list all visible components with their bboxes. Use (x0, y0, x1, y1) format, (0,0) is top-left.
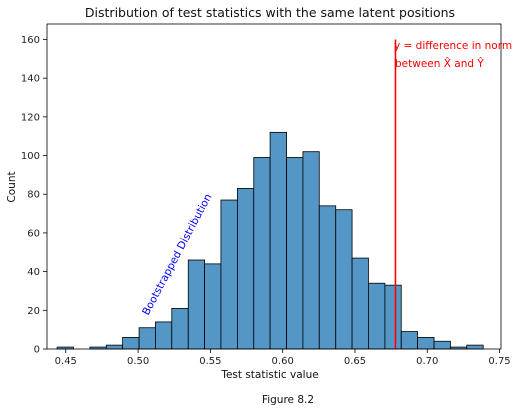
y-tick-label: 100 (21, 151, 40, 162)
histogram-bar (138, 327, 156, 350)
histogram-bar (286, 157, 304, 350)
histogram-bar (384, 284, 402, 350)
histogram-bar (318, 205, 337, 350)
histogram-bar (171, 307, 189, 350)
histogram-bar (122, 336, 140, 350)
y-tick-label: 80 (27, 190, 40, 201)
x-axis-label: Test statistic value (220, 369, 318, 381)
histogram-bar (400, 331, 418, 350)
x-tick-label: 0.70 (416, 356, 438, 367)
x-tick-label: 0.55 (199, 356, 221, 367)
histogram-bar (220, 199, 238, 350)
histogram-bar (237, 188, 255, 350)
histogram-bar (466, 344, 484, 350)
histogram-bar (269, 131, 287, 350)
y-tick-label: 120 (21, 112, 40, 123)
y-axis-label: Count (6, 171, 18, 202)
y-tick-label: 0 (34, 345, 40, 356)
histogram-bar (433, 340, 451, 350)
histogram-bar (155, 321, 173, 350)
histogram-bar (204, 263, 222, 350)
histogram-bar (351, 257, 369, 350)
x-axis-ticks: 0.45 0.50 0.55 0.60 0.65 0.70 0.75 (55, 349, 511, 367)
x-tick-label: 0.45 (55, 356, 77, 367)
y-tick-label: 40 (27, 267, 40, 278)
y-tick-label: 160 (21, 35, 40, 46)
figure-caption: Figure 8.2 (262, 394, 314, 406)
histogram-bar (417, 336, 435, 350)
y-tick-label: 140 (21, 74, 40, 85)
y-axis-ticks: 0 20 40 60 80 100 120 140 160 (21, 35, 47, 356)
histogram-bar (335, 209, 353, 350)
reference-line-label-line2: between X̂ and Ŷ (395, 57, 484, 70)
y-tick-label: 20 (27, 306, 40, 317)
chart-title: Distribution of test statistics with the… (85, 5, 455, 20)
histogram-bar (302, 151, 320, 350)
plot-frame (46, 23, 502, 350)
x-tick-label: 0.60 (272, 356, 294, 367)
histogram-bar (253, 157, 271, 350)
reference-line-label-line1: y = difference in norm (394, 40, 512, 52)
x-tick-label: 0.65 (344, 356, 366, 367)
histogram-bars (56, 131, 484, 350)
x-tick-label: 0.50 (127, 356, 149, 367)
histogram-bar (368, 282, 386, 350)
histogram-bar (187, 259, 205, 350)
y-tick-label: 60 (27, 228, 40, 239)
histogram-bar (105, 344, 124, 350)
x-tick-label: 0.75 (488, 356, 510, 367)
